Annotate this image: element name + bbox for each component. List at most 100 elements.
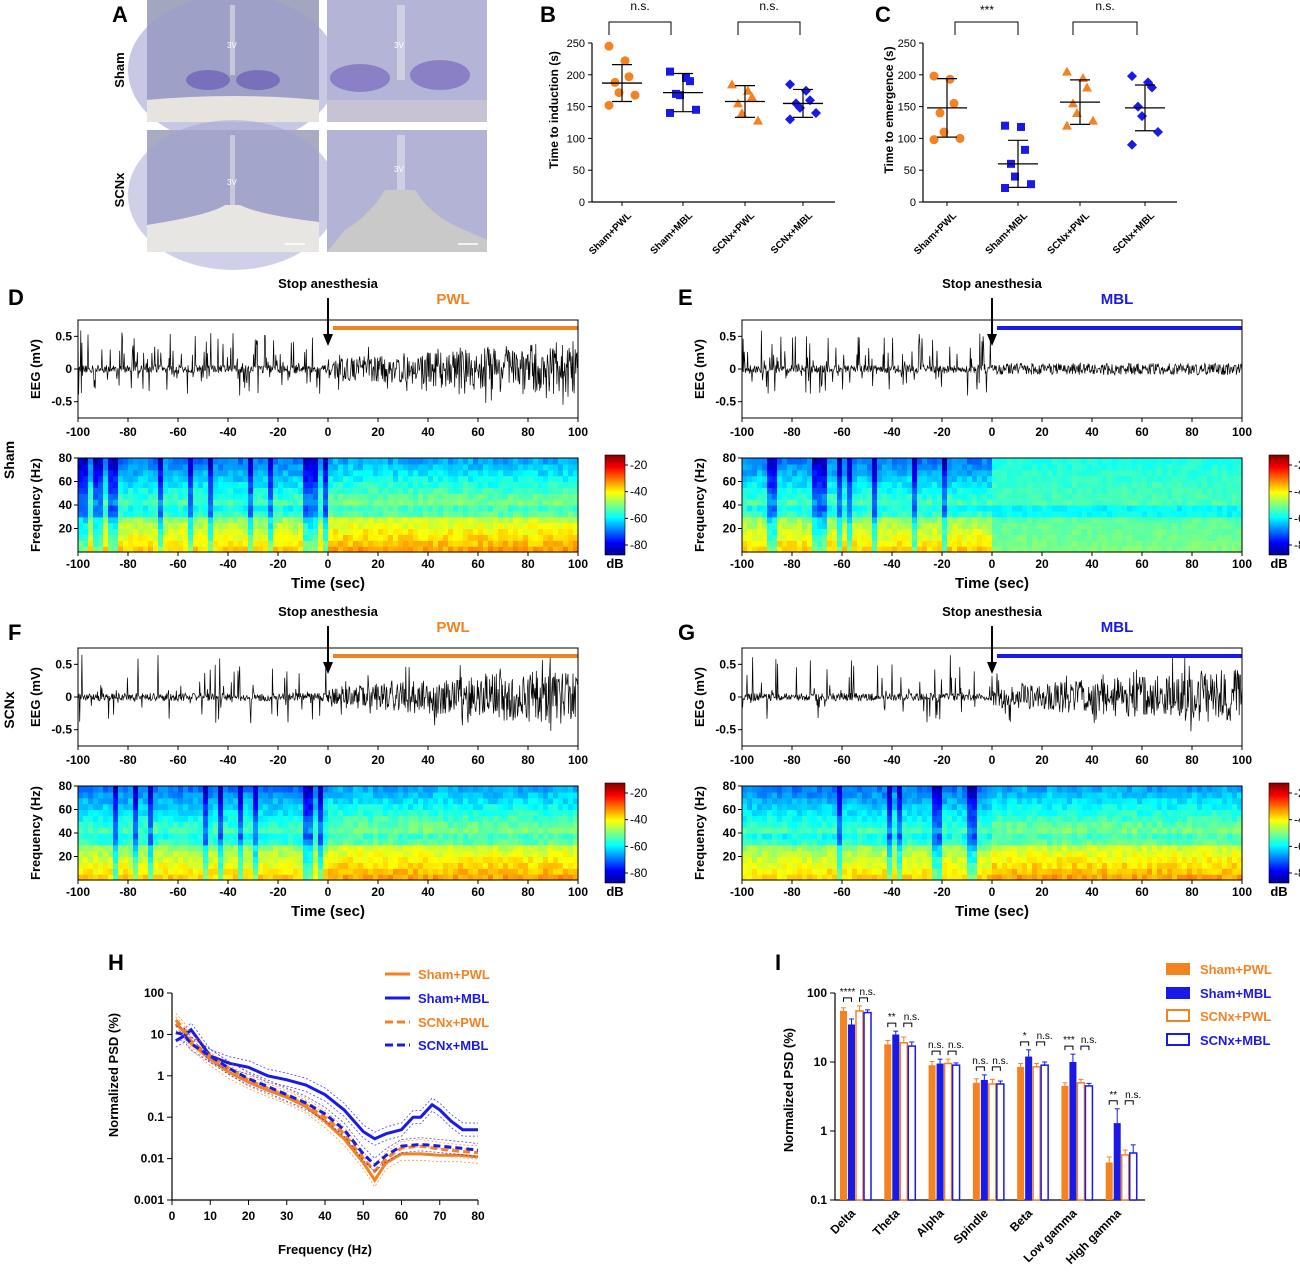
spectrogram-cell	[318, 815, 324, 822]
spectrogram-cell	[393, 458, 399, 465]
spectrogram-cell	[508, 481, 514, 488]
spectrogram-cell	[533, 463, 539, 471]
spectrogram-cell	[263, 833, 269, 840]
spectrogram-cell	[343, 510, 349, 518]
spectrogram-cell	[513, 463, 519, 471]
spectrogram-cell	[453, 458, 459, 465]
spectrogram-cell	[488, 458, 494, 465]
spectrogram-cell	[1172, 469, 1178, 477]
spectrogram-cell	[897, 475, 903, 483]
spectrogram-cell	[393, 791, 399, 799]
spectrogram-cell	[293, 528, 299, 535]
spectrogram-cell	[498, 850, 504, 858]
spectrogram-cell	[1157, 499, 1163, 506]
spectrogram-cell	[343, 540, 349, 547]
spectrogram-cell	[223, 833, 229, 840]
spectrogram-cell	[1112, 516, 1118, 524]
spectrogram-cell	[1012, 499, 1018, 506]
spectrogram-cell	[403, 803, 409, 811]
spectrogram-cell	[887, 522, 893, 530]
spectrogram-cell	[358, 856, 364, 863]
spectrogram-cell	[1157, 493, 1163, 500]
spectrogram-cell	[807, 499, 813, 506]
spectrogram-cell	[822, 546, 828, 553]
spectrogram-cell	[188, 850, 194, 858]
spectrogram-cell	[133, 540, 139, 547]
spectrogram-cell	[488, 534, 494, 541]
spectrogram-cell	[1027, 540, 1033, 547]
spectrogram-cell	[982, 516, 988, 524]
spectrogram-cell	[1037, 516, 1043, 524]
spectrogram-cell	[1157, 546, 1163, 553]
spectrogram-cell	[413, 833, 419, 840]
spectrogram-cell	[957, 487, 963, 494]
spectrogram-cell	[997, 534, 1003, 541]
spectrogram-cell	[433, 487, 439, 494]
spectrogram-cell	[1157, 505, 1163, 512]
spectrogram-cell	[478, 815, 484, 822]
spectrogram-cell	[937, 475, 943, 483]
spectrogram-cell	[982, 463, 988, 471]
spectrogram-cell	[523, 522, 529, 530]
spectrogram-cell	[1027, 475, 1033, 483]
spectrogram-cell	[518, 510, 524, 518]
spectrogram-cell	[328, 487, 334, 494]
spectrogram-cell	[872, 546, 878, 553]
spectrogram-cell	[268, 838, 274, 846]
spectrogram-cell	[1027, 516, 1033, 524]
spectrogram-cell	[123, 815, 129, 822]
spectrogram-cell	[1087, 458, 1093, 465]
spectrogram-cell	[308, 546, 314, 553]
spectrogram-cell	[118, 850, 124, 858]
spectrogram-cell	[218, 850, 224, 858]
spectrogram-cell	[902, 487, 908, 494]
spectrogram-cell	[513, 475, 519, 483]
spectrogram-cell	[158, 493, 164, 500]
spectrogram-cell	[323, 827, 329, 834]
spectrogram-cell	[278, 516, 284, 524]
spectrogram-cell	[408, 463, 414, 471]
spectrogram-cell	[348, 838, 354, 846]
spectrogram-cell	[438, 469, 444, 477]
spectrogram-cell	[233, 827, 239, 834]
spectrogram-cell	[917, 475, 923, 483]
spectrogram-cell	[892, 493, 898, 500]
spectrogram-cell	[323, 838, 329, 846]
spectrogram-cell	[258, 838, 264, 846]
spectrogram-cell	[173, 874, 179, 881]
spectrogram-cell	[1172, 540, 1178, 547]
spectrogram-cell	[887, 481, 893, 488]
spectrogram-cell	[1022, 458, 1028, 465]
spectrogram-cell	[363, 815, 369, 822]
spectrogram-cell	[373, 809, 379, 816]
spectrogram-cell	[1072, 487, 1078, 494]
spectrogram-cell	[473, 516, 479, 524]
spectrogram-cell	[103, 516, 109, 524]
spectrogram-cell	[153, 487, 159, 494]
spectrogram-cell	[448, 469, 454, 477]
spectrogram-cell	[478, 833, 484, 840]
spectrogram-cell	[992, 528, 998, 535]
spectrogram-cell	[782, 458, 788, 465]
spectrogram-cell	[163, 856, 169, 863]
spectrogram-cell	[288, 791, 294, 799]
spectrogram-cell	[198, 862, 204, 869]
spectrogram-cell	[183, 797, 189, 805]
spectrogram-cell	[827, 499, 833, 506]
spectrogram-cell	[398, 481, 404, 488]
spectrogram-cell	[158, 522, 164, 530]
spectrogram-cell	[433, 862, 439, 869]
spectrogram-cell	[1222, 546, 1228, 553]
spectrogram-cell	[1047, 487, 1053, 494]
histology-image-scnx-high: 3V	[327, 130, 487, 252]
spectrogram-cell	[473, 803, 479, 811]
spectrogram-cell	[208, 862, 214, 869]
spectrogram-cell	[453, 862, 459, 869]
spectrogram-cell	[308, 809, 314, 816]
spectrogram-cell	[917, 546, 923, 553]
spectrogram-cell	[313, 856, 319, 863]
spectrogram-cell	[553, 463, 559, 471]
spectrogram-cell	[882, 522, 888, 530]
spectrogram-cell	[243, 874, 249, 881]
spectrogram-cell	[343, 874, 349, 881]
